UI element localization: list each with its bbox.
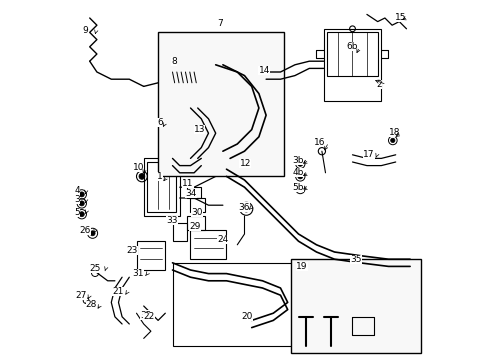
Circle shape: [389, 271, 393, 276]
Text: 32: 32: [140, 310, 151, 320]
Text: 20: 20: [241, 312, 253, 321]
Text: 9: 9: [82, 26, 88, 35]
Bar: [326, 32, 377, 76]
Text: 35: 35: [349, 255, 361, 264]
Text: 2: 2: [376, 80, 382, 89]
Text: 4b: 4b: [292, 168, 304, 177]
Text: 6: 6: [157, 118, 163, 127]
Circle shape: [346, 271, 350, 276]
Text: 34: 34: [185, 189, 197, 198]
Text: 33: 33: [166, 216, 177, 225]
Text: 18: 18: [387, 128, 399, 137]
Circle shape: [297, 174, 302, 179]
Text: 27: 27: [75, 291, 86, 300]
Text: 23: 23: [126, 246, 138, 255]
Circle shape: [79, 192, 84, 197]
Text: 21: 21: [112, 287, 123, 296]
Text: 3: 3: [74, 195, 80, 204]
Text: 17: 17: [362, 150, 374, 159]
Circle shape: [297, 186, 302, 192]
Circle shape: [389, 293, 393, 297]
Text: 3b: 3b: [292, 156, 304, 165]
Circle shape: [79, 201, 84, 206]
Circle shape: [79, 212, 84, 217]
Bar: [172, 223, 186, 241]
Circle shape: [367, 271, 372, 276]
Circle shape: [243, 206, 249, 212]
Text: 29: 29: [189, 222, 200, 231]
Circle shape: [90, 231, 95, 236]
Text: 16: 16: [313, 138, 325, 147]
Text: 22: 22: [143, 312, 154, 321]
Circle shape: [346, 293, 350, 297]
Text: 30: 30: [191, 208, 203, 217]
Text: 24: 24: [217, 235, 228, 244]
Text: 7: 7: [217, 19, 223, 28]
Text: 19: 19: [296, 262, 307, 271]
Circle shape: [303, 271, 307, 276]
Bar: [147, 162, 176, 212]
Text: 13: 13: [193, 125, 205, 134]
Circle shape: [297, 161, 302, 166]
Bar: [186, 216, 204, 230]
Text: 28: 28: [85, 300, 97, 309]
Text: 12: 12: [239, 159, 250, 168]
Text: 6b: 6b: [346, 42, 357, 51]
Bar: [190, 230, 226, 259]
Bar: [143, 158, 179, 216]
Bar: [366, 338, 395, 346]
Circle shape: [325, 271, 329, 276]
Text: 36: 36: [238, 202, 250, 211]
Text: 1: 1: [157, 172, 163, 181]
Circle shape: [139, 174, 144, 179]
Text: 8: 8: [171, 57, 177, 66]
Bar: [136, 241, 165, 270]
Text: 5b: 5b: [292, 183, 304, 192]
Text: 5: 5: [74, 208, 80, 217]
Bar: [190, 198, 204, 212]
Text: 26: 26: [80, 226, 91, 235]
Circle shape: [243, 165, 249, 170]
Text: 14: 14: [258, 66, 269, 75]
Circle shape: [390, 138, 394, 143]
Bar: [172, 263, 309, 346]
Circle shape: [367, 293, 372, 297]
Text: 10: 10: [132, 163, 144, 172]
Bar: [158, 32, 284, 176]
Text: 11: 11: [182, 179, 193, 188]
Bar: [291, 259, 420, 353]
Text: 25: 25: [89, 264, 101, 273]
Circle shape: [303, 293, 307, 297]
Circle shape: [325, 293, 329, 297]
Bar: [323, 29, 381, 101]
Text: 15: 15: [394, 13, 406, 22]
Bar: [186, 187, 201, 198]
Text: 4: 4: [74, 186, 80, 195]
Text: 31: 31: [132, 269, 144, 278]
